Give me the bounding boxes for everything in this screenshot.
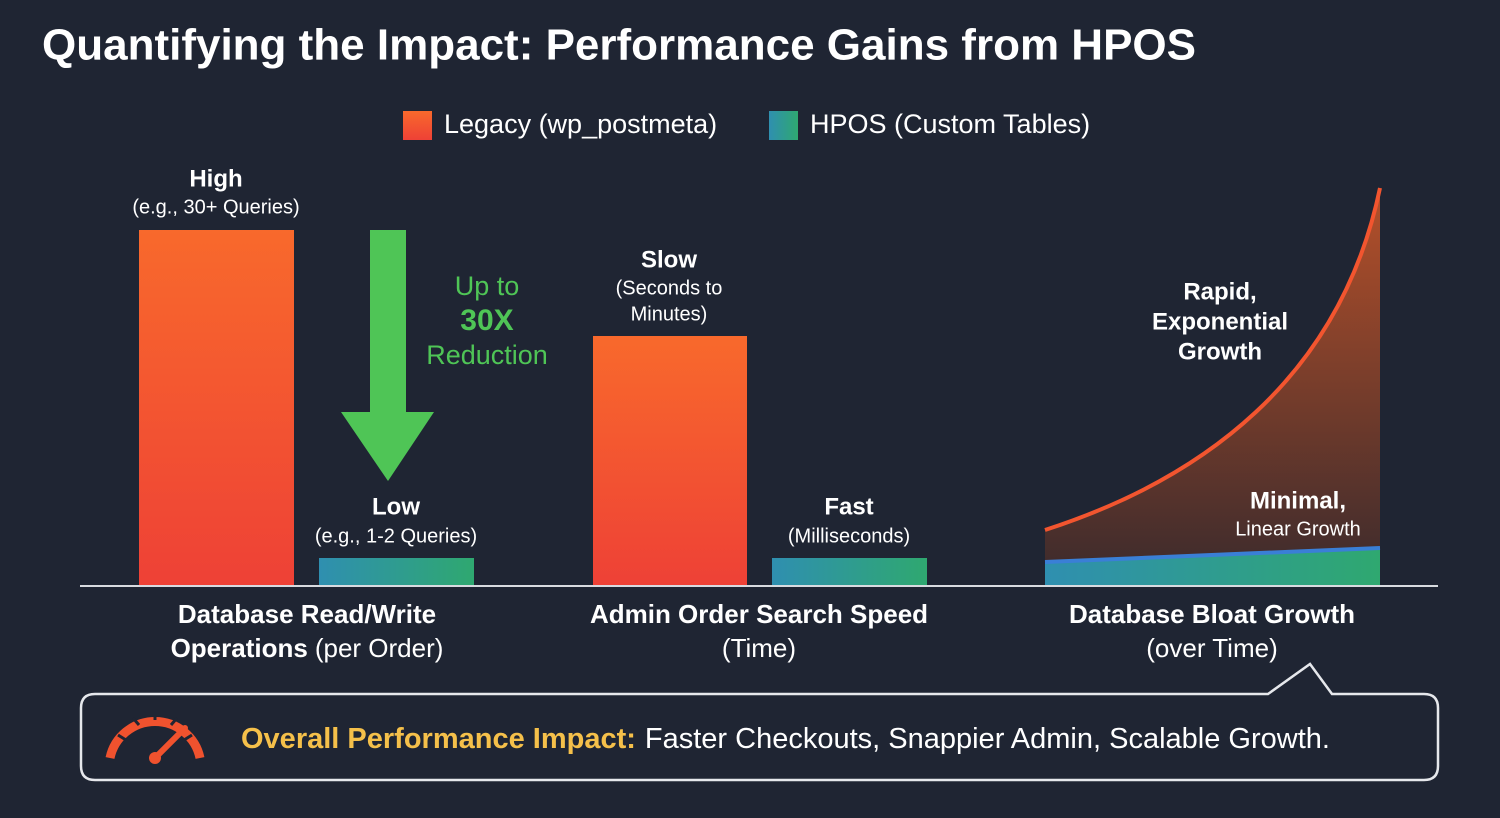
legend-label: HPOS (Custom Tables) [810, 109, 1090, 139]
category-label: Database Read/Write [178, 599, 436, 629]
area-note: Linear Growth [1235, 518, 1361, 540]
bar-note: (Milliseconds) [788, 525, 910, 547]
legacy-curve [1044, 187, 1382, 532]
category-label: Database Bloat Growth [1069, 599, 1355, 629]
category-label-rest: (per Order) [315, 633, 444, 663]
area-label: Growth [1178, 338, 1262, 365]
hpos-line [1044, 546, 1381, 564]
legend-swatch [769, 111, 798, 140]
hpos-bar [772, 558, 927, 585]
legacy-bar [593, 336, 747, 585]
legacy-area [1045, 188, 1380, 585]
annotation: Reduction [426, 340, 548, 370]
bar-label: High [189, 165, 242, 192]
callout-lead: Overall Performance Impact: [241, 723, 636, 755]
category-label-bold: Operations [171, 633, 308, 663]
category-label: Operations (per Order) [171, 633, 444, 663]
annotation: Up to [455, 271, 520, 301]
category-label: (Time) [722, 633, 796, 663]
legend-label: Legacy (wp_postmeta) [444, 109, 717, 139]
title: Quantifying the Impact: Performance Gain… [42, 21, 1196, 70]
bar-note: (e.g., 30+ Queries) [132, 196, 299, 218]
legend-swatch [403, 111, 432, 140]
bar-label: Slow [641, 246, 697, 273]
gauge-icon [105, 711, 205, 764]
callout-text: Overall Performance Impact: Faster Checko… [241, 723, 1330, 755]
callout-body: Faster Checkouts, Snappier Admin, Scalab… [645, 723, 1330, 755]
callout-box [79, 662, 1440, 782]
category-label: Admin Order Search Speed [590, 599, 928, 629]
category-label: (over Time) [1146, 633, 1277, 663]
bar-label: Fast [824, 493, 873, 520]
bar-note: Minutes) [631, 303, 708, 325]
bar-label: Low [372, 493, 420, 520]
hpos-area [1045, 548, 1380, 585]
legacy-bar [139, 230, 294, 585]
hpos-bar [319, 558, 474, 585]
reduction-arrow [341, 230, 434, 481]
bar-note: (e.g., 1-2 Queries) [315, 525, 477, 547]
area-label: Rapid, [1183, 278, 1256, 305]
area-label: Minimal, [1250, 487, 1346, 514]
bar-note: (Seconds to [616, 277, 723, 299]
area-label: Exponential [1152, 308, 1288, 335]
annotation: 30X [460, 304, 513, 337]
